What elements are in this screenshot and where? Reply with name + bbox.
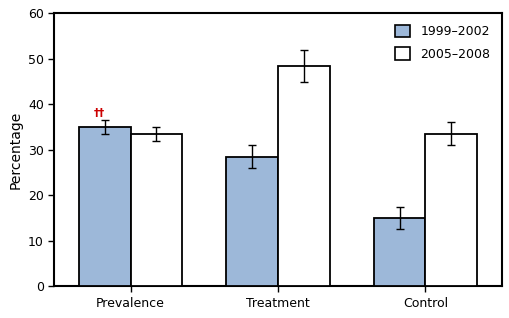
Bar <box>79 127 130 286</box>
Bar <box>226 156 277 286</box>
Text: ††: †† <box>94 108 105 118</box>
Bar <box>130 134 182 286</box>
Bar <box>373 218 425 286</box>
Bar <box>425 134 476 286</box>
Y-axis label: Percentage: Percentage <box>8 111 22 189</box>
Legend: 1999–2002, 2005–2008: 1999–2002, 2005–2008 <box>390 20 494 66</box>
Bar <box>277 66 329 286</box>
